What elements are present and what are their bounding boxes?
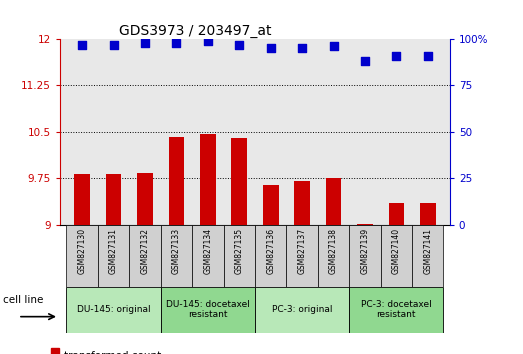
Text: GSM827134: GSM827134	[203, 228, 212, 274]
Point	[109, 42, 118, 47]
Text: GSM827133: GSM827133	[172, 228, 181, 274]
Text: GSM827138: GSM827138	[329, 228, 338, 274]
Bar	[294, 181, 310, 225]
Text: GDS3973 / 203497_at: GDS3973 / 203497_at	[119, 24, 271, 38]
Text: cell line: cell line	[3, 295, 43, 305]
Bar	[192, 225, 223, 287]
Text: GSM827135: GSM827135	[235, 228, 244, 274]
Text: PC-3: docetaxel
resistant: PC-3: docetaxel resistant	[361, 300, 432, 319]
Text: transformed count: transformed count	[64, 351, 161, 354]
Bar	[223, 225, 255, 287]
Bar	[255, 225, 287, 287]
Bar	[161, 287, 255, 333]
Bar	[412, 225, 444, 287]
Point	[203, 38, 212, 44]
Point	[267, 45, 275, 51]
Point	[424, 53, 432, 58]
Point	[172, 40, 180, 45]
Point	[235, 42, 243, 47]
Bar	[200, 134, 215, 225]
Bar	[51, 348, 59, 354]
Bar	[231, 138, 247, 225]
Text: DU-145: docetaxel
resistant: DU-145: docetaxel resistant	[166, 300, 250, 319]
Bar	[98, 225, 129, 287]
Point	[329, 44, 338, 49]
Bar	[129, 225, 161, 287]
Bar	[318, 225, 349, 287]
Bar	[349, 225, 381, 287]
Bar	[349, 287, 444, 333]
Text: GSM827131: GSM827131	[109, 228, 118, 274]
Point	[361, 58, 369, 64]
Point	[392, 53, 401, 58]
Text: PC-3: original: PC-3: original	[272, 305, 332, 314]
Point	[141, 40, 149, 45]
Point	[78, 42, 86, 47]
Bar	[287, 225, 318, 287]
Bar	[357, 224, 373, 225]
Bar	[255, 287, 349, 333]
Text: GSM827141: GSM827141	[423, 228, 433, 274]
Bar	[74, 174, 90, 225]
Bar	[106, 174, 121, 225]
Text: GSM827139: GSM827139	[360, 228, 369, 274]
Bar	[168, 137, 184, 225]
Text: GSM827140: GSM827140	[392, 228, 401, 274]
Text: DU-145: original: DU-145: original	[77, 305, 151, 314]
Text: GSM827137: GSM827137	[298, 228, 306, 274]
Text: GSM827132: GSM827132	[141, 228, 150, 274]
Text: GSM827130: GSM827130	[77, 228, 87, 274]
Bar	[66, 287, 161, 333]
Bar	[326, 178, 342, 225]
Bar	[161, 225, 192, 287]
Bar	[263, 184, 279, 225]
Text: GSM827136: GSM827136	[266, 228, 275, 274]
Point	[298, 45, 306, 51]
Bar	[389, 203, 404, 225]
Bar	[420, 203, 436, 225]
Bar	[66, 225, 98, 287]
Bar	[381, 225, 412, 287]
Bar	[137, 173, 153, 225]
